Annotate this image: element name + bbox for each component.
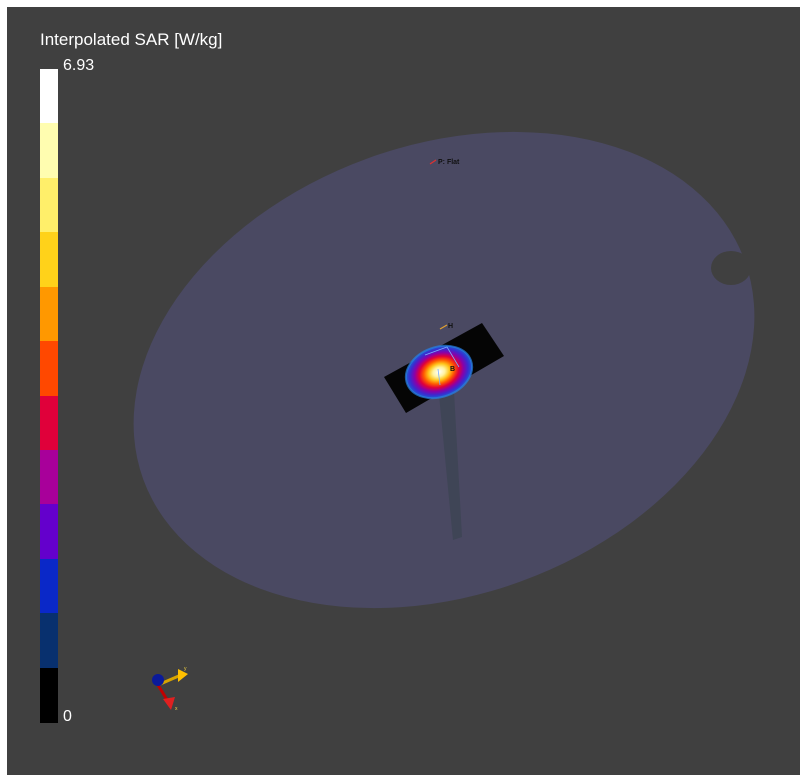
device-stand xyxy=(439,391,462,540)
colorbar-segment xyxy=(40,395,58,451)
probe-outline xyxy=(424,346,460,386)
probe-label: B xyxy=(450,366,455,373)
phantom-hole xyxy=(711,251,751,285)
colorbar-segment xyxy=(40,177,58,233)
colorbar-segment xyxy=(40,449,58,505)
phantom-label: P: Flat xyxy=(438,159,460,166)
axis-x-label: x xyxy=(175,706,178,712)
colorbar-segment xyxy=(40,341,58,397)
colorbar-segment xyxy=(40,504,58,560)
sar-hotspot-halo xyxy=(404,344,474,400)
legend-min-label: 0 xyxy=(63,708,72,725)
sar-scene[interactable]: P: Flat H B y x xyxy=(7,7,800,775)
sar-hotspot xyxy=(405,345,473,399)
legend-title: Interpolated SAR [W/kg] xyxy=(40,30,223,49)
colorbar-segment xyxy=(40,613,58,669)
colorbar-segment xyxy=(40,667,58,723)
legend-max-label: 6.93 xyxy=(63,57,95,74)
device-label: H xyxy=(448,323,453,330)
phantom-marker xyxy=(429,159,437,165)
axis-y-label: y xyxy=(184,666,187,672)
colorbar-segment xyxy=(40,558,58,614)
sar-colorbar xyxy=(40,69,58,723)
device-marker xyxy=(439,324,448,330)
orientation-axes-icon: y x xyxy=(152,666,188,712)
colorbar-segment xyxy=(40,123,58,179)
colorbar-segment xyxy=(40,286,58,342)
3d-viewport[interactable]: P: Flat H B y x Interpolated SAR [W/kg] … xyxy=(7,7,800,775)
colorbar-segment xyxy=(40,232,58,288)
colorbar-segment xyxy=(40,69,58,124)
